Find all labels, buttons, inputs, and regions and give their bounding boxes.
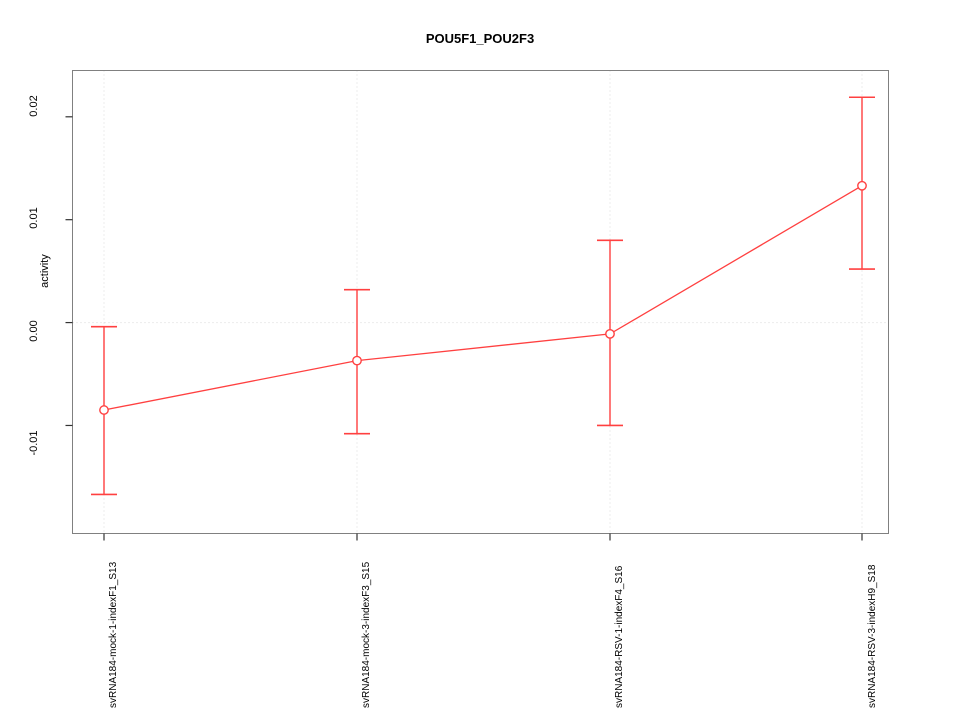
gridlines	[72, 70, 889, 534]
data-point-marker	[605, 328, 615, 339]
plot-frame	[72, 70, 889, 534]
data-series	[91, 96, 875, 496]
data-point-marker	[99, 405, 109, 415]
axis-ticks	[65, 116, 863, 541]
data-point-marker	[352, 355, 362, 366]
chart-title: POU5F1_POU2F3	[425, 31, 535, 46]
data-point-marker	[857, 180, 867, 191]
series-line	[103, 185, 863, 411]
